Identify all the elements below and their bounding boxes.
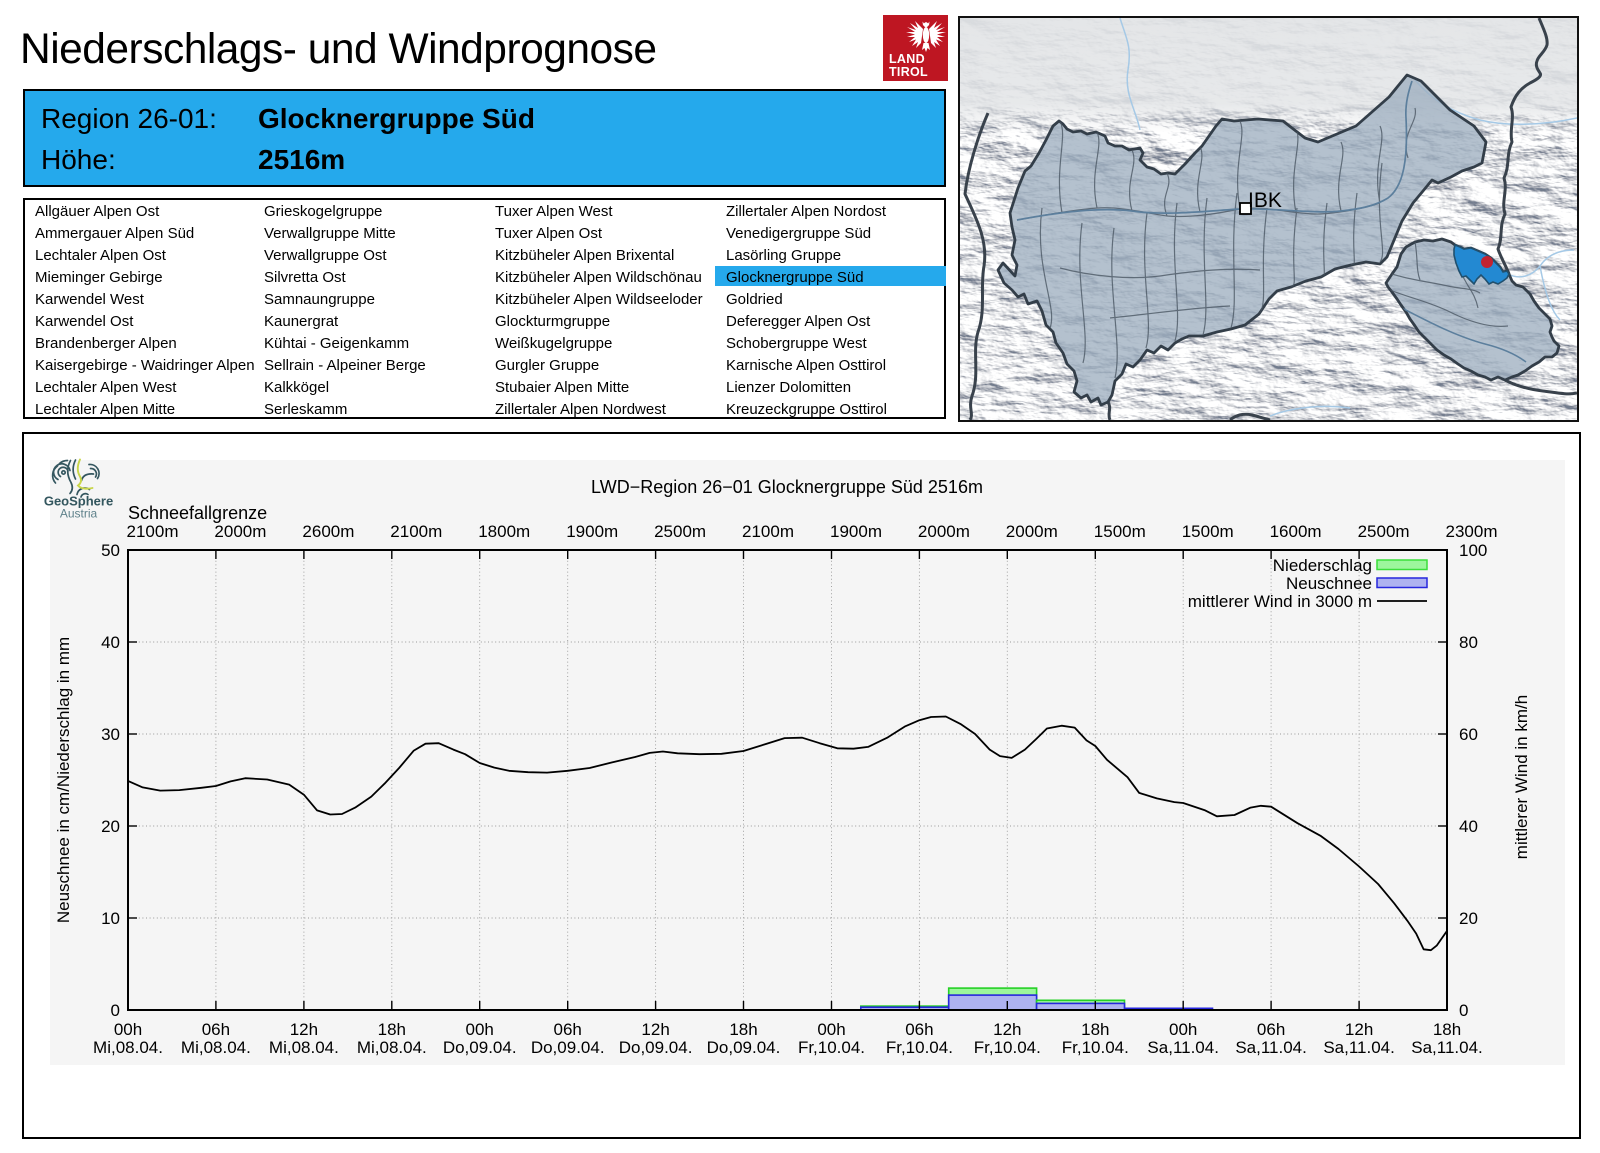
- svg-text:mittlerer Wind in km/h: mittlerer Wind in km/h: [1512, 695, 1531, 859]
- svg-text:2100m: 2100m: [127, 522, 179, 541]
- svg-text:80: 80: [1459, 633, 1478, 652]
- svg-text:06h: 06h: [202, 1020, 230, 1039]
- svg-text:Do,09.04.: Do,09.04.: [531, 1038, 605, 1057]
- svg-text:Do,09.04.: Do,09.04.: [443, 1038, 517, 1057]
- svg-text:00h: 00h: [817, 1020, 845, 1039]
- svg-text:00h: 00h: [1169, 1020, 1197, 1039]
- svg-text:Do,09.04.: Do,09.04.: [707, 1038, 781, 1057]
- svg-text:Sa,11.04.: Sa,11.04.: [1411, 1038, 1483, 1057]
- svg-text:2500m: 2500m: [654, 522, 706, 541]
- svg-text:18h: 18h: [729, 1020, 757, 1039]
- svg-text:2100m: 2100m: [742, 522, 794, 541]
- svg-text:Neuschnee in cm/Niederschlag i: Neuschnee in cm/Niederschlag in mm: [54, 637, 73, 923]
- svg-text:Sa,11.04.: Sa,11.04.: [1147, 1038, 1219, 1057]
- svg-text:2500m: 2500m: [1358, 522, 1410, 541]
- svg-text:Neuschnee: Neuschnee: [1286, 574, 1372, 593]
- svg-text:10: 10: [101, 909, 120, 928]
- svg-text:1900m: 1900m: [566, 522, 618, 541]
- svg-text:30: 30: [101, 725, 120, 744]
- svg-text:2600m: 2600m: [302, 522, 354, 541]
- svg-text:IBK: IBK: [1248, 189, 1282, 212]
- svg-text:20: 20: [101, 817, 120, 836]
- svg-text:Mi,08.04.: Mi,08.04.: [93, 1038, 163, 1057]
- svg-text:12h: 12h: [993, 1020, 1021, 1039]
- svg-text:Fr,10.04.: Fr,10.04.: [1062, 1038, 1129, 1057]
- svg-text:2000m: 2000m: [214, 522, 266, 541]
- svg-text:12h: 12h: [290, 1020, 318, 1039]
- svg-text:Sa,11.04.: Sa,11.04.: [1323, 1038, 1395, 1057]
- svg-text:0: 0: [1459, 1001, 1468, 1020]
- svg-text:Fr,10.04.: Fr,10.04.: [798, 1038, 865, 1057]
- svg-text:Mi,08.04.: Mi,08.04.: [269, 1038, 339, 1057]
- svg-text:GeoSphere: GeoSphere: [44, 494, 113, 509]
- svg-text:1600m: 1600m: [1270, 522, 1322, 541]
- svg-text:12h: 12h: [641, 1020, 669, 1039]
- svg-text:60: 60: [1459, 725, 1478, 744]
- svg-text:2100m: 2100m: [390, 522, 442, 541]
- svg-text:100: 100: [1459, 541, 1487, 560]
- svg-text:2000m: 2000m: [1006, 522, 1058, 541]
- svg-text:40: 40: [101, 633, 120, 652]
- svg-text:06h: 06h: [905, 1020, 933, 1039]
- svg-text:Fr,10.04.: Fr,10.04.: [886, 1038, 953, 1057]
- svg-text:18h: 18h: [1081, 1020, 1109, 1039]
- svg-text:Do,09.04.: Do,09.04.: [619, 1038, 693, 1057]
- svg-text:Niederschlag: Niederschlag: [1273, 556, 1372, 575]
- svg-text:1900m: 1900m: [830, 522, 882, 541]
- svg-text:Sa,11.04.: Sa,11.04.: [1235, 1038, 1307, 1057]
- svg-text:12h: 12h: [1345, 1020, 1373, 1039]
- svg-text:2000m: 2000m: [918, 522, 970, 541]
- svg-text:1800m: 1800m: [478, 522, 530, 541]
- svg-text:50: 50: [101, 541, 120, 560]
- svg-text:40: 40: [1459, 817, 1478, 836]
- svg-text:Fr,10.04.: Fr,10.04.: [974, 1038, 1041, 1057]
- svg-text:00h: 00h: [114, 1020, 142, 1039]
- svg-text:18h: 18h: [1433, 1020, 1461, 1039]
- svg-text:Schneefallgrenze: Schneefallgrenze: [128, 503, 267, 523]
- svg-text:0: 0: [111, 1001, 120, 1020]
- svg-text:Austria: Austria: [60, 507, 98, 521]
- svg-text:2300m: 2300m: [1446, 522, 1498, 541]
- svg-text:06h: 06h: [1257, 1020, 1285, 1039]
- svg-text:00h: 00h: [466, 1020, 494, 1039]
- svg-text:LWD−Region 26−01 Glocknergrupp: LWD−Region 26−01 Glocknergruppe Süd 2516…: [591, 477, 983, 497]
- svg-text:mittlerer Wind in 3000 m: mittlerer Wind in 3000 m: [1188, 592, 1372, 611]
- svg-text:20: 20: [1459, 909, 1478, 928]
- svg-text:Mi,08.04.: Mi,08.04.: [357, 1038, 427, 1057]
- svg-text:06h: 06h: [554, 1020, 582, 1039]
- svg-text:1500m: 1500m: [1182, 522, 1234, 541]
- svg-text:Mi,08.04.: Mi,08.04.: [181, 1038, 251, 1057]
- svg-text:1500m: 1500m: [1094, 522, 1146, 541]
- svg-text:18h: 18h: [378, 1020, 406, 1039]
